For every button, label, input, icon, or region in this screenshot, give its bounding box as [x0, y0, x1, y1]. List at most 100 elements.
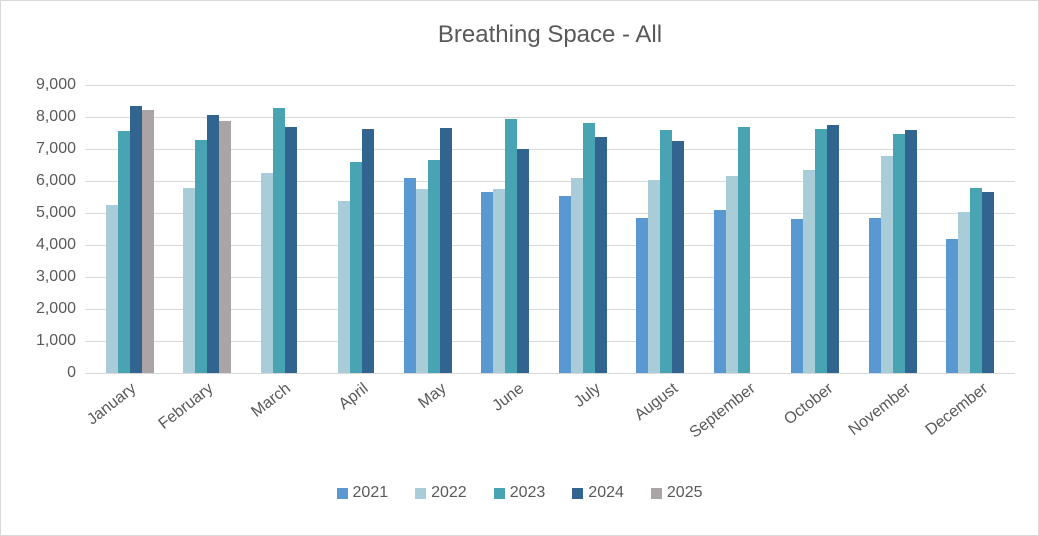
- bar-2024-november: [904, 129, 917, 373]
- bar-group-december: [938, 85, 1016, 373]
- legend-swatch-2024: [572, 487, 584, 499]
- gridline: [85, 372, 1015, 374]
- gridline: [85, 340, 1015, 342]
- y-axis-tick-label: 4,000: [35, 236, 76, 253]
- bar-2022-may: [415, 189, 428, 373]
- bar-2023-september: [737, 127, 750, 373]
- bar-2022-april: [338, 201, 351, 373]
- bar-2023-december: [970, 188, 983, 373]
- bar-2023-january: [117, 131, 130, 373]
- y-axis-tick-label: 5,000: [35, 204, 76, 221]
- bar-2022-august: [648, 179, 661, 373]
- x-axis-label-march: March: [248, 380, 295, 421]
- gridline: [85, 308, 1015, 310]
- x-axis-label-december: December: [923, 380, 992, 439]
- bar-2022-october: [803, 170, 816, 373]
- bar-2023-march: [272, 108, 285, 373]
- bar-2024-february: [207, 114, 220, 373]
- bar-2021-september: [713, 210, 726, 373]
- bar-2023-april: [350, 161, 363, 373]
- gridline: [85, 244, 1015, 246]
- y-axis-tick-label: 2,000: [35, 300, 76, 317]
- y-axis-tick-label: 3,000: [35, 268, 76, 285]
- bar-2021-december: [946, 238, 959, 373]
- bar-group-november: [860, 85, 938, 373]
- bar-2024-august: [672, 141, 685, 373]
- y-axis-tick-label: 1,000: [35, 332, 76, 349]
- gridline: [85, 180, 1015, 182]
- x-axis-label-august: August: [631, 380, 682, 425]
- bar-2021-august: [636, 218, 649, 373]
- x-axis-label-november: November: [845, 380, 915, 439]
- bar-2024-june: [517, 149, 530, 373]
- bar-2023-july: [582, 123, 595, 373]
- legend-item-2021: 2021: [336, 484, 389, 502]
- bar-group-march: [240, 85, 318, 373]
- bar-2025-february: [219, 121, 232, 373]
- legend-label-2023: 2023: [509, 484, 546, 501]
- bar-group-february: [163, 85, 241, 373]
- bar-2023-august: [660, 130, 673, 373]
- legend-item-2024: 2024: [572, 484, 624, 502]
- legend-item-2022: 2022: [415, 484, 467, 502]
- bar-2021-may: [403, 178, 416, 373]
- bar-2021-october: [791, 219, 804, 373]
- chart-title: Breathing Space - All: [437, 21, 663, 48]
- bar-2024-october: [827, 124, 840, 373]
- x-axis-label-october: October: [781, 380, 837, 429]
- y-axis-tick-label: 6,000: [35, 172, 76, 189]
- bar-2024-july: [594, 137, 607, 373]
- bar-2024-april: [362, 128, 375, 373]
- y-axis-tick-label: 0: [67, 364, 76, 381]
- x-axis-label-june: June: [488, 380, 527, 415]
- gridline: [85, 116, 1015, 118]
- bar-2023-november: [892, 133, 905, 373]
- bar-group-august: [628, 85, 706, 373]
- bar-2021-november: [868, 217, 881, 373]
- bar-2024-march: [284, 126, 297, 373]
- bar-2021-june: [481, 192, 494, 373]
- x-axis-label-september: September: [687, 380, 760, 442]
- bar-2022-september: [725, 175, 738, 373]
- bar-2023-february: [195, 139, 208, 373]
- bar-2024-may: [439, 128, 452, 373]
- bar-2024-january: [129, 105, 142, 373]
- x-axis-label-january: January: [83, 380, 140, 429]
- bar-2023-october: [815, 128, 828, 373]
- x-axis-label-february: February: [155, 380, 217, 433]
- legend-swatch-2023: [493, 487, 505, 499]
- bar-2025-january: [141, 109, 154, 373]
- bar-2022-december: [958, 212, 971, 373]
- x-axis-label-july: July: [571, 380, 605, 411]
- legend-swatch-2022: [415, 487, 427, 499]
- bar-2024-december: [982, 192, 995, 373]
- legend: 2021 2022 2023 2024 2025: [1, 484, 1038, 502]
- legend-item-2025: 2025: [650, 484, 703, 502]
- legend-label-2022: 2022: [431, 484, 467, 501]
- bar-group-september: [705, 85, 783, 373]
- x-axis-label-april: April: [336, 380, 372, 414]
- plot-area: [85, 84, 1016, 374]
- bar-2022-january: [105, 204, 118, 373]
- legend-label-2021: 2021: [352, 484, 389, 501]
- bar-group-july: [550, 85, 628, 373]
- legend-label-2025: 2025: [666, 484, 703, 501]
- legend-swatch-2021: [336, 487, 348, 499]
- bar-group-october: [783, 85, 861, 373]
- x-axis-label-may: May: [414, 380, 450, 413]
- y-axis-tick-label: 9,000: [35, 76, 76, 93]
- legend-label-2024: 2024: [588, 484, 624, 501]
- gridline: [85, 276, 1015, 278]
- legend-swatch-2025: [650, 487, 662, 499]
- bar-2022-february: [183, 187, 196, 373]
- gridline: [85, 212, 1015, 214]
- bar-group-may: [395, 85, 473, 373]
- bar-2023-may: [427, 159, 440, 373]
- y-axis-tick-label: 7,000: [35, 140, 76, 157]
- bar-2022-march: [260, 173, 273, 373]
- bar-2022-july: [570, 177, 583, 373]
- bar-group-april: [318, 85, 396, 373]
- legend-item-2023: 2023: [493, 484, 546, 502]
- gridline: [85, 148, 1015, 150]
